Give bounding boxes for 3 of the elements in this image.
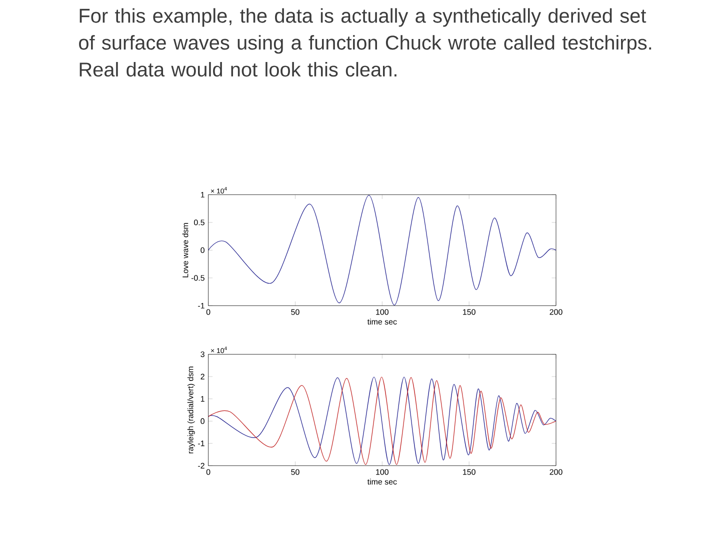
line-series [208,194,556,306]
chart-title: For this example, the data is actually a synthetically derived set of surface waves using a function Chuck wrote called testchirps. Real data would not look this clean. [79,8,652,77]
line-series [208,376,556,465]
